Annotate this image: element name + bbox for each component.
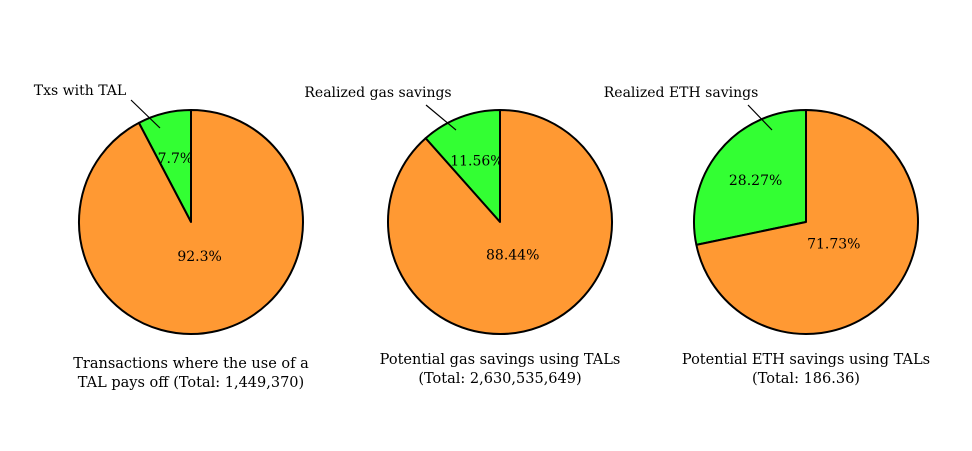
pie-slice [693,109,807,246]
callout-label: Realized ETH savings [604,85,759,101]
slice-value-label: 28.27% [729,173,782,189]
callout-leader-line [130,99,161,129]
callout-label: Realized gas savings [304,85,451,101]
pie-slice [424,109,501,223]
chart-caption-line: (Total: 2,630,535,649) [418,371,581,387]
slice-value-label: 88.44% [486,248,539,264]
callout-leader-line [425,104,457,131]
pie-slice [387,109,614,335]
pie-chart-2: 11.56% 88.44% Realized gas savings Potentia… [304,85,620,387]
pie-chart-1: 7.7% 92.3% Txs with TAL Transactions where … [34,83,309,391]
pie-slice [695,109,919,335]
slice-value-label: 11.56% [450,153,503,169]
chart-caption-line: Potential gas savings using TALs [380,352,621,368]
pie-chart-3: 28.27% 71.73% Realized ETH savings Potentia… [604,85,930,387]
callout-label: Txs with TAL [34,83,126,99]
chart-caption-line: Transactions where the use of a [73,356,309,372]
chart-caption-line: Potential ETH savings using TALs [682,352,930,368]
slice-value-label: 71.73% [807,237,860,253]
chart-caption-line: (Total: 186.36) [752,371,860,387]
pie-slice [77,109,304,335]
slice-value-label: 7.7% [158,151,194,167]
callout-leader-line [747,104,773,131]
slice-value-label: 92.3% [177,249,221,265]
chart-caption-line: TAL pays off (Total: 1,449,370) [78,375,304,391]
